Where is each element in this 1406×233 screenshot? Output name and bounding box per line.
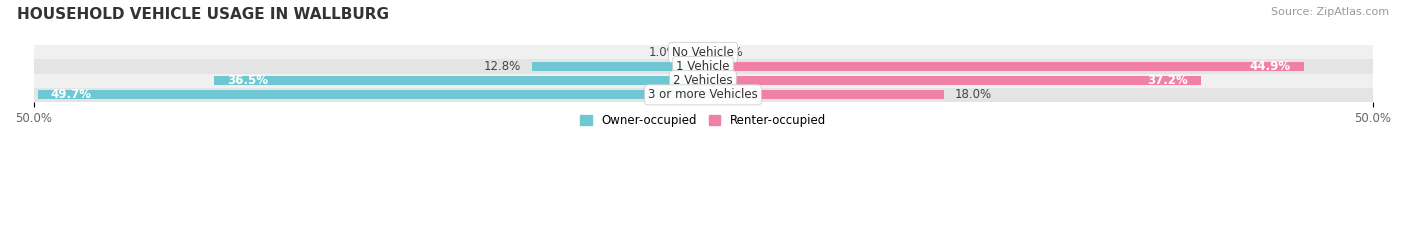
Text: 1.0%: 1.0%: [650, 46, 679, 59]
Text: 36.5%: 36.5%: [228, 74, 269, 87]
Bar: [34, 45, 1372, 59]
Bar: [531, 62, 703, 71]
Text: HOUSEHOLD VEHICLE USAGE IN WALLBURG: HOUSEHOLD VEHICLE USAGE IN WALLBURG: [17, 7, 389, 22]
Text: No Vehicle: No Vehicle: [672, 46, 734, 59]
Text: 0.0%: 0.0%: [714, 46, 744, 59]
Text: 37.2%: 37.2%: [1147, 74, 1188, 87]
Text: 1 Vehicle: 1 Vehicle: [676, 60, 730, 73]
Bar: [689, 48, 703, 57]
Text: 44.9%: 44.9%: [1250, 60, 1291, 73]
Bar: [34, 88, 1372, 102]
Bar: [214, 76, 703, 85]
Text: 12.8%: 12.8%: [484, 60, 520, 73]
Text: 2 Vehicles: 2 Vehicles: [673, 74, 733, 87]
Text: 49.7%: 49.7%: [51, 88, 91, 101]
Text: 3 or more Vehicles: 3 or more Vehicles: [648, 88, 758, 101]
Bar: [38, 90, 703, 99]
Legend: Owner-occupied, Renter-occupied: Owner-occupied, Renter-occupied: [579, 114, 827, 127]
Text: 18.0%: 18.0%: [955, 88, 991, 101]
Text: Source: ZipAtlas.com: Source: ZipAtlas.com: [1271, 7, 1389, 17]
Bar: [703, 90, 943, 99]
Bar: [703, 62, 1305, 71]
Bar: [34, 59, 1372, 74]
Bar: [34, 74, 1372, 88]
Bar: [703, 76, 1201, 85]
